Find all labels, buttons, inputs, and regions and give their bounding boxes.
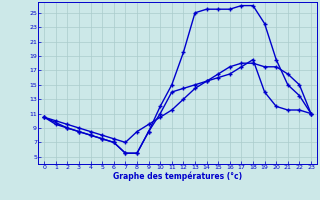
X-axis label: Graphe des températures (°c): Graphe des températures (°c) (113, 172, 242, 181)
